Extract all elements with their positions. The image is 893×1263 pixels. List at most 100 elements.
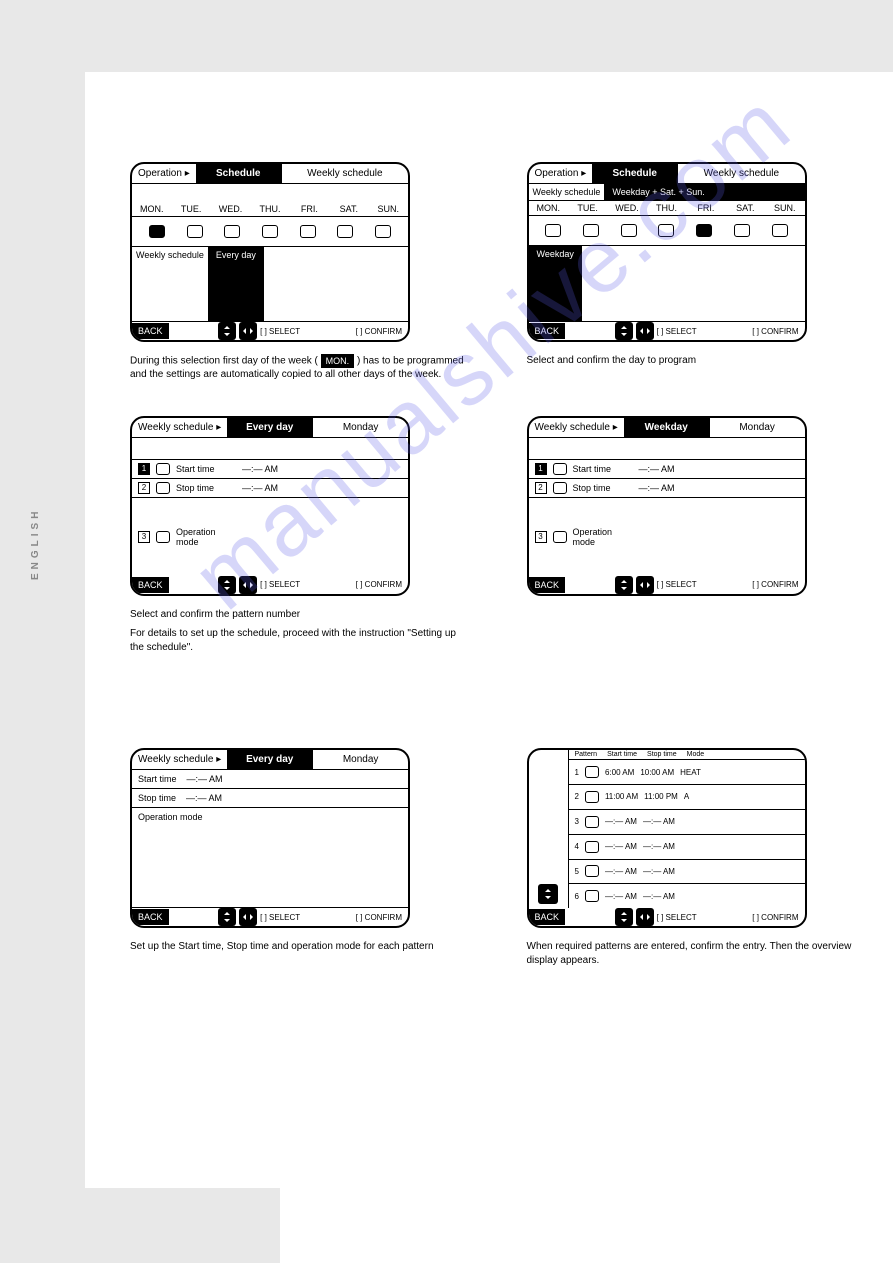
screen-panel-5: Weekly schedule ▸ Every day Monday Start…	[130, 748, 410, 928]
panel1-footer: BACK [ ] SELECT [ ] CONFIRM	[132, 322, 408, 340]
day-label: WED.	[607, 201, 646, 215]
updown-icon[interactable]	[615, 576, 633, 594]
day-box[interactable]	[545, 224, 561, 237]
list-item[interactable]: 2 Stop time —:— AM	[529, 479, 805, 498]
day-box[interactable]	[187, 225, 203, 238]
list-item[interactable]: 1 Start time —:— AM	[132, 460, 408, 479]
nav-icons: [ ] SELECT	[218, 322, 306, 340]
panel2-value-row: Weekday	[529, 246, 805, 322]
checkbox-icon[interactable]	[585, 791, 599, 803]
checkbox-icon[interactable]	[553, 463, 567, 475]
panel5-row[interactable]: Operation mode	[132, 808, 408, 908]
scroll-column	[529, 750, 569, 908]
panel2-day-labels: MON. TUE. WED. THU. FRI. SAT. SUN.	[529, 201, 805, 216]
screen-panel-1: Operation ▸ Schedule Weekly schedule MON…	[130, 162, 410, 342]
list-item[interactable]: 3 Operation mode	[132, 498, 408, 576]
day-label-tue: TUE.	[171, 202, 210, 216]
day-box[interactable]	[149, 225, 165, 238]
leftright-icon[interactable]	[636, 322, 654, 340]
panel2-instruction: Select and confirm the day to program	[527, 354, 864, 368]
back-button[interactable]: BACK	[132, 323, 169, 339]
day-box[interactable]	[734, 224, 750, 237]
day-box[interactable]	[300, 225, 316, 238]
day-box[interactable]	[262, 225, 278, 238]
panel1-tab[interactable]: Weekly schedule	[281, 164, 408, 183]
leftright-icon[interactable]	[239, 322, 257, 340]
table-row[interactable]: 16:00 AM10:00 AMHEAT	[569, 760, 805, 785]
table-row[interactable]: 5—:— AM—:— AM	[569, 860, 805, 885]
checkbox-icon[interactable]	[156, 482, 170, 494]
leftright-icon[interactable]	[239, 908, 257, 926]
day-box[interactable]	[658, 224, 674, 237]
list-label: Start time	[138, 774, 177, 784]
list-item[interactable]: 3 Operation mode	[529, 498, 805, 576]
pattern-number: 2	[138, 482, 150, 494]
table-row[interactable]: 3—:— AM—:— AM	[569, 810, 805, 835]
checkbox-icon[interactable]	[585, 816, 599, 828]
day-box[interactable]	[375, 225, 391, 238]
checkbox-icon[interactable]	[585, 841, 599, 853]
screen-panel-3: Weekly schedule ▸ Every day Monday 1 Sta…	[130, 416, 410, 596]
cell: —:— AM	[643, 892, 675, 901]
panel3-header: Weekly schedule ▸ Every day Monday	[132, 418, 408, 438]
updown-icon[interactable]	[218, 576, 236, 594]
panel1-header: Operation ▸ Schedule Weekly schedule	[132, 164, 408, 184]
checkbox-icon[interactable]	[553, 531, 567, 543]
confirm-label: [ ] CONFIRM	[752, 913, 804, 922]
panel5-row[interactable]: Start time —:— AM	[132, 770, 408, 789]
list-item[interactable]: 2 Stop time —:— AM	[132, 479, 408, 498]
checkbox-icon[interactable]	[585, 890, 599, 902]
panel1-value-text[interactable]: Every day	[208, 247, 264, 321]
back-button[interactable]: BACK	[529, 909, 566, 925]
leftright-icon[interactable]	[636, 908, 654, 926]
mon-badge: MON.	[321, 354, 355, 368]
scroll-updown-icon[interactable]	[538, 884, 558, 904]
cell: A	[684, 792, 689, 801]
panel3-instruction-1: Select and confirm the pattern number	[130, 608, 467, 622]
updown-icon[interactable]	[615, 908, 633, 926]
panel5-footer: BACK [ ] SELECT [ ] CONFIRM	[132, 908, 408, 926]
panel2-value-text[interactable]: Weekday	[529, 246, 582, 321]
back-button[interactable]: BACK	[132, 577, 169, 593]
updown-icon[interactable]	[218, 322, 236, 340]
panel5-header: Weekly schedule ▸ Every day Monday	[132, 750, 408, 770]
leftright-icon[interactable]	[239, 576, 257, 594]
day-box[interactable]	[337, 225, 353, 238]
cell: 10:00 AM	[640, 768, 674, 777]
back-button[interactable]: BACK	[132, 909, 169, 925]
updown-icon[interactable]	[218, 908, 236, 926]
day-box[interactable]	[583, 224, 599, 237]
confirm-label: [ ] CONFIRM	[356, 327, 408, 336]
day-box[interactable]	[621, 224, 637, 237]
checkbox-icon[interactable]	[156, 531, 170, 543]
panel1-breadcrumb: Operation ▸	[132, 164, 196, 183]
table-row[interactable]: 211:00 AM11:00 PMA	[569, 785, 805, 810]
panel5-row[interactable]: Stop time —:— AM	[132, 789, 408, 808]
back-button[interactable]: BACK	[529, 323, 566, 339]
checkbox-icon[interactable]	[553, 482, 567, 494]
day-box[interactable]	[772, 224, 788, 237]
content-area: Operation ▸ Schedule Weekly schedule MON…	[85, 72, 863, 1233]
table-row[interactable]: 4—:— AM—:— AM	[569, 835, 805, 860]
screen-panel-4: Weekly schedule ▸ Weekday Monday 1 Start…	[527, 416, 807, 596]
panel3-tab[interactable]: Monday	[312, 418, 408, 437]
list-item[interactable]: 1 Start time —:— AM	[529, 460, 805, 479]
leftright-icon[interactable]	[636, 576, 654, 594]
cell: —:— AM	[643, 817, 675, 826]
cell: —:— AM	[643, 867, 675, 876]
list-label: Stop time	[573, 483, 633, 493]
day-box[interactable]	[696, 224, 712, 237]
day-box[interactable]	[224, 225, 240, 238]
checkbox-icon[interactable]	[585, 865, 599, 877]
panel4-tab[interactable]: Monday	[709, 418, 805, 437]
cell: —:— AM	[605, 867, 637, 876]
day-label: TUE.	[568, 201, 607, 215]
panel5-tab[interactable]: Monday	[312, 750, 408, 769]
panel2-tab[interactable]: Weekly schedule	[677, 164, 804, 183]
panel2-banner-text[interactable]: Weekday + Sat. + Sun.	[604, 184, 804, 200]
checkbox-icon[interactable]	[156, 463, 170, 475]
back-button[interactable]: BACK	[529, 577, 566, 593]
checkbox-icon[interactable]	[585, 766, 599, 778]
updown-icon[interactable]	[615, 322, 633, 340]
table-row[interactable]: 6—:— AM—:— AM	[569, 884, 805, 908]
